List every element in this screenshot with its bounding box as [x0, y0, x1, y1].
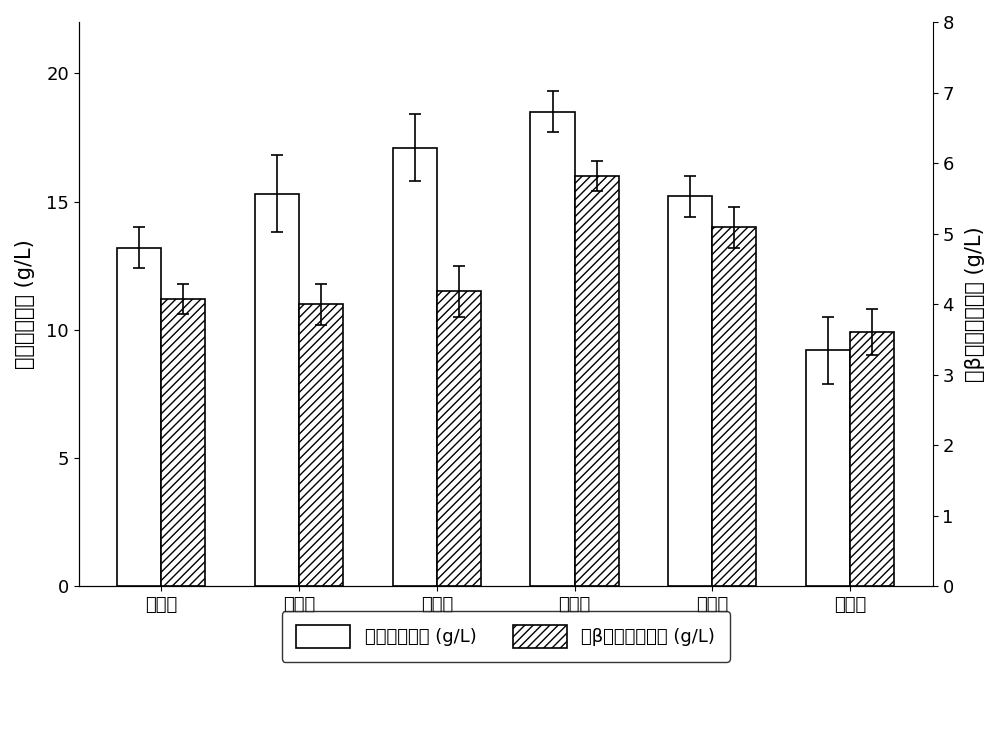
- Bar: [806, 350, 850, 587]
- Legend: 生物多糖产量 (g/L), 聚β羟基丁酸产量 (g/L): 生物多糖产量 (g/L), 聚β羟基丁酸产量 (g/L): [282, 611, 730, 662]
- Bar: [575, 176, 619, 587]
- Bar: [255, 194, 299, 587]
- Bar: [117, 248, 161, 587]
- Bar: [712, 227, 756, 587]
- Y-axis label: 生物多糖产量 (g/L): 生物多糖产量 (g/L): [15, 239, 35, 369]
- Bar: [530, 112, 575, 587]
- Bar: [668, 196, 712, 587]
- Bar: [299, 304, 343, 587]
- Y-axis label: 聚β羟基丁酸产量 (g/L): 聚β羟基丁酸产量 (g/L): [965, 226, 985, 382]
- Bar: [850, 332, 894, 587]
- Bar: [161, 299, 205, 587]
- Bar: [393, 148, 437, 587]
- Bar: [437, 291, 481, 587]
